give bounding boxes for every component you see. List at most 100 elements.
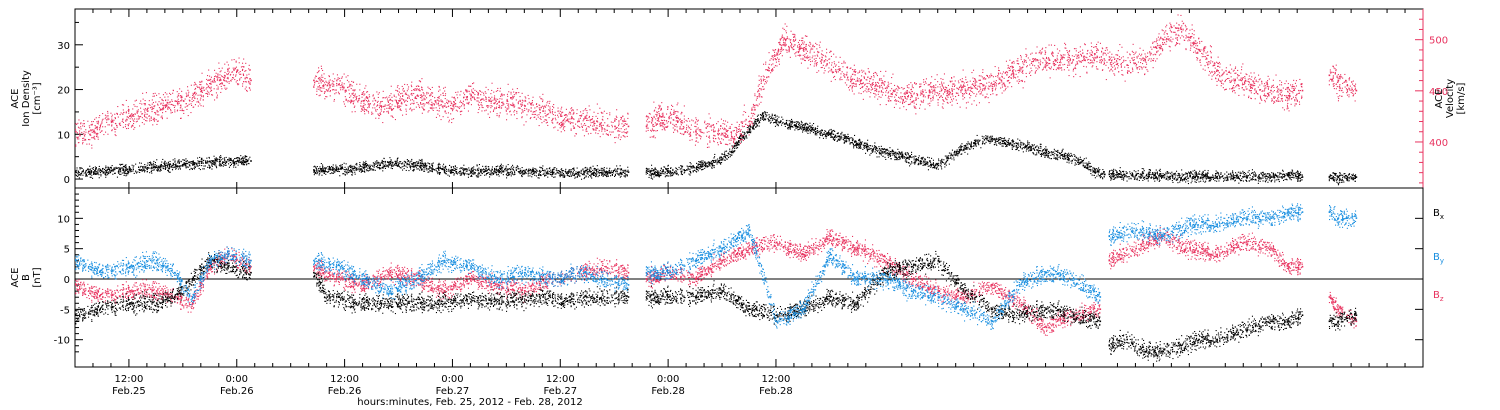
data-point — [724, 150, 726, 152]
data-point — [1098, 171, 1100, 173]
data-point — [344, 174, 346, 176]
data-point — [1161, 177, 1163, 179]
data-point — [241, 162, 243, 164]
data-point — [791, 120, 793, 122]
data-point — [450, 167, 452, 169]
data-point — [846, 135, 848, 137]
data-point — [493, 170, 495, 172]
data-point — [1086, 167, 1088, 169]
data-point — [237, 157, 239, 159]
data-point — [249, 156, 251, 158]
data-point — [600, 169, 602, 171]
data-point — [860, 142, 862, 144]
data-point — [76, 167, 78, 169]
data-point — [454, 166, 456, 168]
data-point — [819, 137, 821, 139]
data-point — [424, 164, 426, 166]
data-point — [231, 160, 233, 162]
data-point — [931, 157, 933, 159]
data-point — [683, 169, 685, 171]
data-point — [875, 145, 877, 147]
data-point — [1078, 159, 1080, 161]
data-point — [743, 133, 745, 135]
data-point — [901, 151, 903, 153]
data-point — [234, 161, 236, 163]
data-point — [475, 175, 477, 177]
data-point — [667, 172, 669, 174]
velocity-tick-label: 400 — [1429, 138, 1448, 149]
data-point — [90, 176, 92, 178]
data-point — [830, 136, 832, 138]
data-point — [532, 173, 534, 175]
data-point — [595, 173, 597, 175]
data-point — [1068, 160, 1070, 162]
data-point — [215, 166, 217, 168]
data-point — [1063, 155, 1065, 157]
data-point — [1070, 155, 1072, 157]
data-point — [973, 145, 975, 147]
data-point — [1158, 175, 1160, 177]
data-point — [191, 168, 193, 170]
data-point — [533, 172, 535, 174]
data-point — [943, 162, 945, 164]
data-point — [122, 169, 124, 171]
data-point — [124, 165, 126, 167]
data-point — [977, 142, 979, 144]
data-point — [1270, 175, 1272, 177]
data-point — [966, 143, 968, 145]
data-point — [505, 167, 507, 169]
data-point — [337, 168, 339, 170]
data-point — [1062, 158, 1064, 160]
data-point — [509, 173, 511, 175]
data-point — [1195, 175, 1197, 177]
data-point — [606, 174, 608, 176]
data-point — [867, 150, 869, 152]
data-point — [365, 162, 367, 164]
data-point — [985, 137, 987, 139]
data-point — [738, 137, 740, 139]
data-point — [1045, 151, 1047, 153]
data-point — [1011, 148, 1013, 150]
data-point — [1027, 143, 1029, 145]
data-point — [1235, 177, 1237, 179]
data-point — [597, 171, 599, 173]
data-point — [568, 169, 570, 171]
data-point — [802, 127, 804, 129]
data-point — [712, 162, 714, 164]
data-point — [748, 128, 750, 130]
data-point — [471, 172, 473, 174]
data-point — [1169, 178, 1171, 180]
data-point — [1036, 145, 1038, 147]
data-point — [455, 172, 457, 174]
data-point — [1279, 173, 1281, 175]
data-point — [655, 169, 657, 171]
data-point — [1062, 148, 1064, 150]
data-point — [970, 145, 972, 147]
data-point — [1134, 177, 1136, 179]
data-point — [1068, 162, 1070, 164]
data-point — [960, 144, 962, 146]
data-point — [465, 170, 467, 172]
data-point — [489, 176, 491, 178]
data-point — [752, 127, 754, 129]
data-point — [167, 166, 169, 168]
data-point — [177, 165, 179, 167]
data-point — [1136, 178, 1138, 180]
data-point — [773, 114, 775, 116]
data-point — [219, 156, 221, 158]
data-point — [528, 168, 530, 170]
data-point — [578, 172, 580, 174]
data-point — [970, 145, 972, 147]
data-point — [665, 168, 667, 170]
data-point — [458, 170, 460, 172]
data-point — [583, 174, 585, 176]
data-point — [978, 140, 980, 142]
data-point — [151, 172, 153, 174]
data-point — [1194, 179, 1196, 181]
data-point — [559, 171, 561, 173]
data-point — [878, 151, 880, 153]
data-point — [234, 158, 236, 160]
data-point — [872, 151, 874, 153]
data-point — [194, 165, 196, 167]
data-point — [822, 137, 824, 139]
